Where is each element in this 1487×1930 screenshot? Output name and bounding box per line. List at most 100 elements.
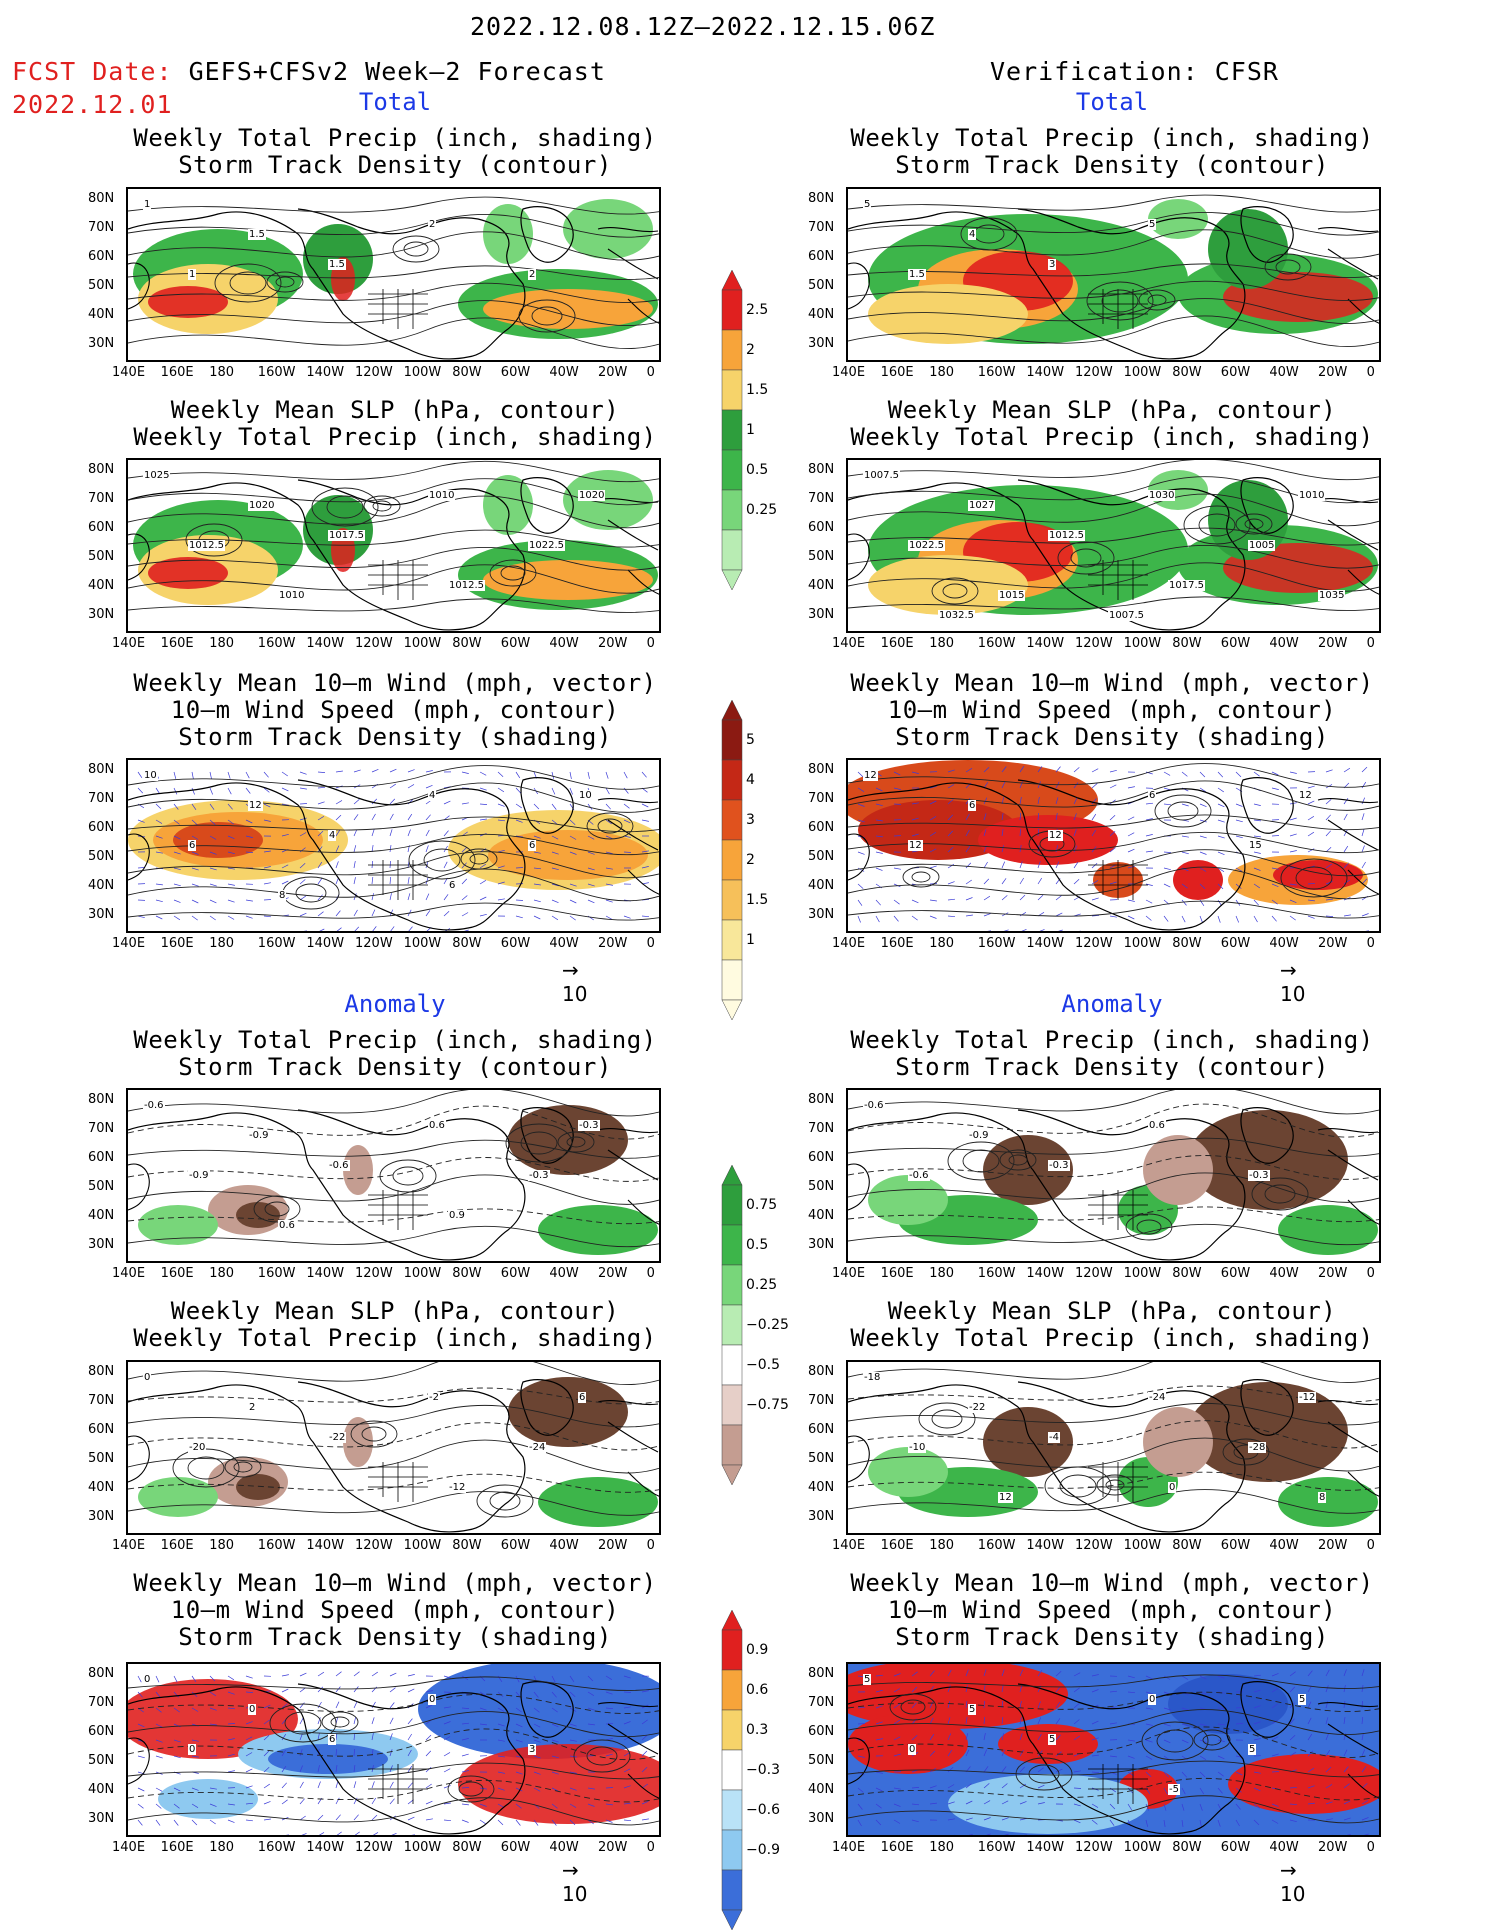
lon-tick-label: 160W bbox=[258, 1538, 296, 1553]
contour-label: 1022.5 bbox=[528, 540, 565, 551]
lon-tick-label: 60W bbox=[501, 365, 530, 380]
contour-label: 6 bbox=[578, 1392, 586, 1403]
lon-tick-label: 140W bbox=[1026, 1266, 1064, 1281]
title-line: Storm Track Density (contour) bbox=[832, 152, 1392, 179]
lat-tick-label: 70N bbox=[808, 1393, 834, 1408]
lon-tick-label: 160E bbox=[881, 636, 914, 651]
title-line: Storm Track Density (shading) bbox=[832, 1624, 1392, 1651]
lon-tick-label: 100W bbox=[1124, 1840, 1162, 1855]
lat-tick-label: 80N bbox=[808, 1666, 834, 1681]
lon-tick-label: 120W bbox=[355, 1840, 393, 1855]
lat-tick-label: 60N bbox=[88, 820, 114, 835]
lon-tick-label: 100W bbox=[404, 1538, 442, 1553]
lat-tick-label: 40N bbox=[88, 307, 114, 322]
lat-tick-label: 60N bbox=[808, 1724, 834, 1739]
lat-tick-label: 80N bbox=[808, 462, 834, 477]
lon-tick-label: 20W bbox=[1318, 1266, 1347, 1281]
contour-label: 5 bbox=[1148, 219, 1156, 230]
colorbar-tick-label: 2 bbox=[746, 852, 755, 868]
lon-tick-label: 140E bbox=[832, 365, 865, 380]
contour-label: 1035 bbox=[1318, 590, 1345, 601]
colorbar-tick-label: 1 bbox=[746, 932, 755, 948]
contour-label: 0 bbox=[143, 1674, 151, 1685]
colorbar-tick-label: 3 bbox=[746, 812, 755, 828]
lon-tick-label: 140E bbox=[832, 636, 865, 651]
lat-tick-label: 50N bbox=[808, 1753, 834, 1768]
lon-tick-label: 180 bbox=[929, 1538, 954, 1553]
title-line: Weekly Total Precip (inch, shading) bbox=[115, 1325, 675, 1352]
lon-tick-label: 160E bbox=[881, 936, 914, 951]
contour-label: 4 bbox=[428, 790, 436, 801]
lon-tick-label: 20W bbox=[1318, 1538, 1347, 1553]
contour-label: 12 bbox=[908, 840, 923, 851]
colorbar-tick-label: 2.5 bbox=[746, 302, 768, 318]
title-line: Weekly Mean 10—m Wind (mph, vector) bbox=[115, 1570, 675, 1597]
title-ve-precip-anom: Weekly Total Precip (inch, shading) Stor… bbox=[832, 1027, 1392, 1081]
lon-tick-label: 140E bbox=[832, 936, 865, 951]
contour-label: 1017.5 bbox=[328, 530, 365, 541]
lon-tick-label: 140E bbox=[112, 936, 145, 951]
period-title: 2022.12.08.12Z—2022.12.15.06Z bbox=[470, 12, 936, 41]
lon-tick-label: 0 bbox=[647, 365, 655, 380]
lon-tick-label: 160W bbox=[258, 1840, 296, 1855]
lon-tick-label: 0 bbox=[647, 1266, 655, 1281]
lon-tick-label: 60W bbox=[501, 1840, 530, 1855]
contour-label: -0.3 bbox=[1048, 1160, 1070, 1171]
colorbar-tick-label: 4 bbox=[746, 772, 755, 788]
contour-label: 12 bbox=[248, 800, 263, 811]
lat-tick-label: 30N bbox=[808, 907, 834, 922]
contour-label: 1.5 bbox=[248, 229, 266, 240]
lat-tick-label: 60N bbox=[88, 1422, 114, 1437]
contour-label: 10 bbox=[143, 770, 158, 781]
lon-tick-label: 100W bbox=[404, 1266, 442, 1281]
colorbar-tick-label: −0.25 bbox=[746, 1317, 789, 1333]
lon-tick-label: 60W bbox=[1221, 1538, 1250, 1553]
vector-ref-value: 10 bbox=[562, 982, 587, 1006]
title-line: Weekly Total Precip (inch, shading) bbox=[115, 424, 675, 451]
lon-tick-label: 80W bbox=[1172, 1266, 1201, 1281]
colorbar-tick-label: 0.25 bbox=[746, 1277, 777, 1293]
lat-tick-label: 40N bbox=[808, 1782, 834, 1797]
lon-tick-label: 20W bbox=[1318, 1840, 1347, 1855]
contour-label: 1010 bbox=[428, 490, 455, 501]
title-line: 10—m Wind Speed (mph, contour) bbox=[832, 1597, 1392, 1624]
lon-tick-label: 80W bbox=[1172, 365, 1201, 380]
lat-tick-label: 80N bbox=[88, 1666, 114, 1681]
lon-tick-label: 0 bbox=[647, 936, 655, 951]
contour-label: 1027 bbox=[968, 500, 995, 511]
vector-ref-value: 10 bbox=[1280, 1882, 1305, 1906]
lat-tick-label: 40N bbox=[88, 578, 114, 593]
contour-label: -0.6 bbox=[863, 1100, 885, 1111]
lon-tick-label: 60W bbox=[501, 936, 530, 951]
contour-label: 0.9 bbox=[448, 1210, 466, 1221]
lat-tick-label: 30N bbox=[88, 907, 114, 922]
lon-tick-label: 0 bbox=[647, 1840, 655, 1855]
title-line: Storm Track Density (contour) bbox=[115, 1054, 675, 1081]
colorbar-tick-label: 0.5 bbox=[746, 462, 768, 478]
contour-label: -0.3 bbox=[528, 1170, 550, 1181]
lat-tick-label: 50N bbox=[808, 1179, 834, 1194]
contour-label: 4 bbox=[328, 830, 336, 841]
lon-tick-label: 140W bbox=[306, 1538, 344, 1553]
lon-tick-label: 100W bbox=[404, 936, 442, 951]
contour-label: -12 bbox=[448, 1482, 466, 1493]
lat-tick-label: 40N bbox=[808, 578, 834, 593]
lon-tick-label: 60W bbox=[501, 1266, 530, 1281]
lon-tick-label: 180 bbox=[929, 1840, 954, 1855]
contour-label: 2 bbox=[528, 269, 536, 280]
lon-tick-label: 160W bbox=[978, 1538, 1016, 1553]
contour-label: 12 bbox=[1048, 830, 1063, 841]
lon-tick-label: 40W bbox=[549, 365, 578, 380]
contour-label: 1 bbox=[143, 199, 151, 210]
section-total-left: Total bbox=[115, 88, 675, 116]
title-line: Weekly Total Precip (inch, shading) bbox=[832, 125, 1392, 152]
lon-tick-label: 160E bbox=[881, 365, 914, 380]
lat-tick-label: 70N bbox=[808, 491, 834, 506]
contour-label: -0.6 bbox=[328, 1160, 350, 1171]
contour-label: 0 bbox=[248, 1704, 256, 1715]
lon-tick-label: 120W bbox=[1075, 936, 1113, 951]
contour-label: 5 bbox=[863, 199, 871, 210]
lon-tick-label: 60W bbox=[501, 1538, 530, 1553]
